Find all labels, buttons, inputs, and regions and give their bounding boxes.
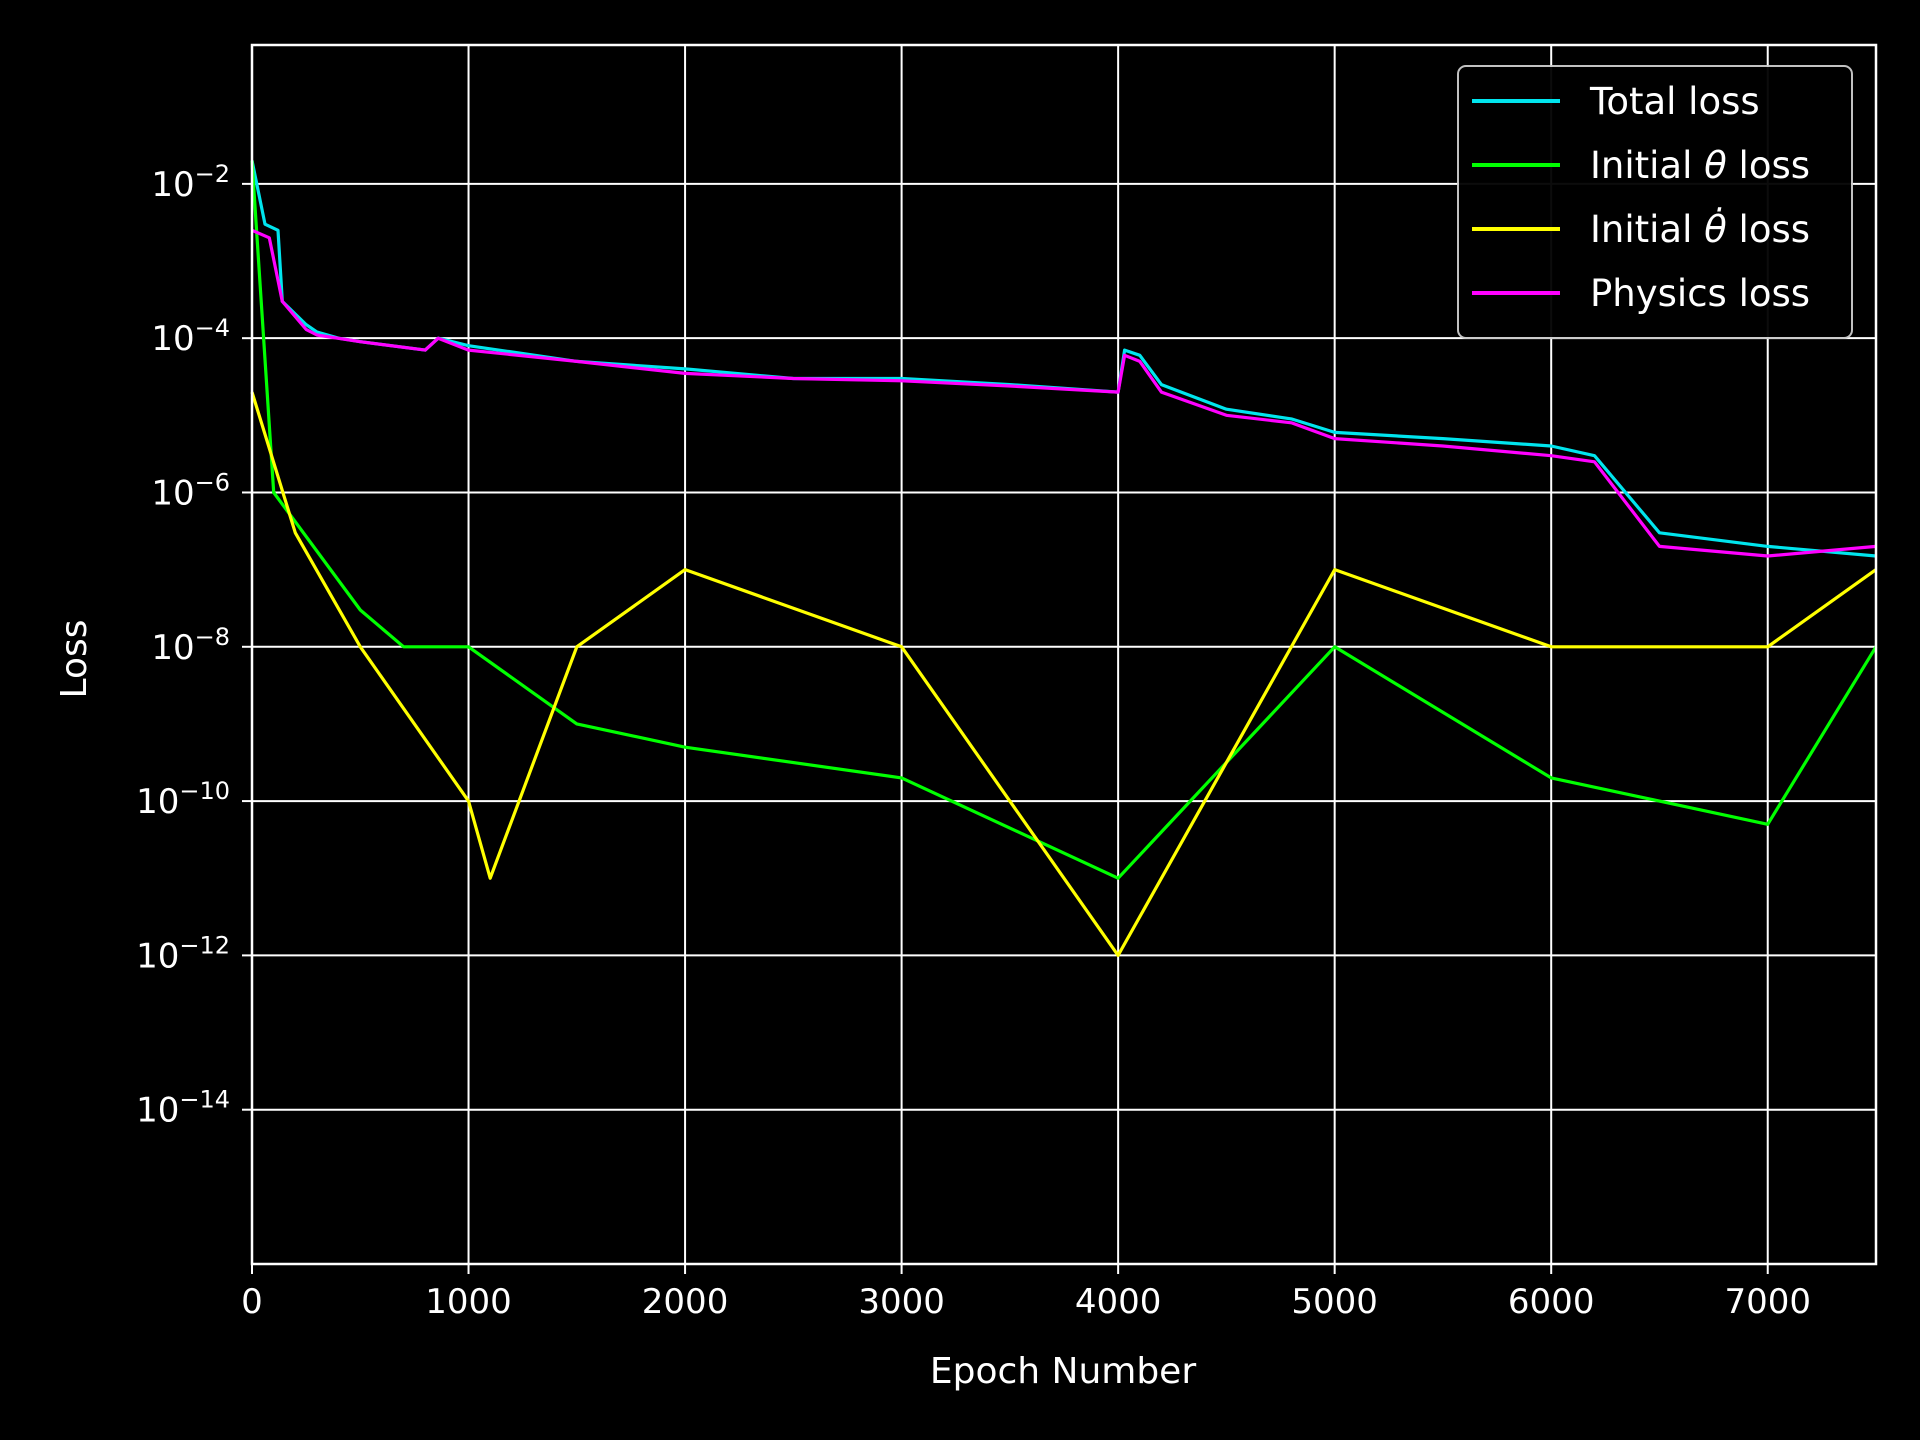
x-tick-label: 2000 [642, 1282, 729, 1322]
legend-box [1457, 65, 1853, 339]
y-tick-label: 10−8 [151, 623, 230, 668]
tick-labels: 0 1000 2000 3000 4000 5000 6000 7000 10−2 10−4 10−… [136, 160, 1811, 1322]
x-tick-label: 4000 [1075, 1282, 1162, 1322]
y-tick-label: 10−10 [136, 777, 230, 822]
legend-label: Total loss [1589, 80, 1760, 123]
y-tick-label: 10−12 [136, 931, 230, 976]
x-axis-label: Epoch Number [930, 1351, 1196, 1392]
series-line [250, 391, 1877, 958]
y-tick-label: 10−6 [151, 468, 230, 513]
y-tick-label: 10−14 [136, 1086, 230, 1131]
grid-lines [251, 45, 1876, 1264]
y-tick-label: 10−2 [151, 160, 230, 205]
legend-label: Initial θ̇ loss [1590, 206, 1810, 251]
axes-frame [242, 43, 1878, 1274]
y-axis-label: Loss [54, 620, 95, 699]
legend: Total loss Initial θ loss Initial θ̇ loss P… [1457, 65, 1853, 339]
legend-label: Initial θ loss [1590, 144, 1810, 187]
y-tick-label: 10−4 [151, 314, 230, 359]
x-tick-label: 6000 [1508, 1282, 1595, 1322]
series-line [250, 160, 1877, 558]
series-line [251, 228, 1877, 558]
plot-frame [250, 43, 1878, 1266]
x-tick-label: 7000 [1724, 1282, 1811, 1322]
series-lines [250, 160, 1878, 958]
x-tick-label: 0 [241, 1282, 263, 1322]
series-line [250, 160, 1878, 880]
x-tick-label: 5000 [1291, 1282, 1378, 1322]
x-tick-label: 1000 [425, 1282, 512, 1322]
x-tick-label: 3000 [858, 1282, 945, 1322]
legend-label: Physics loss [1590, 272, 1810, 315]
